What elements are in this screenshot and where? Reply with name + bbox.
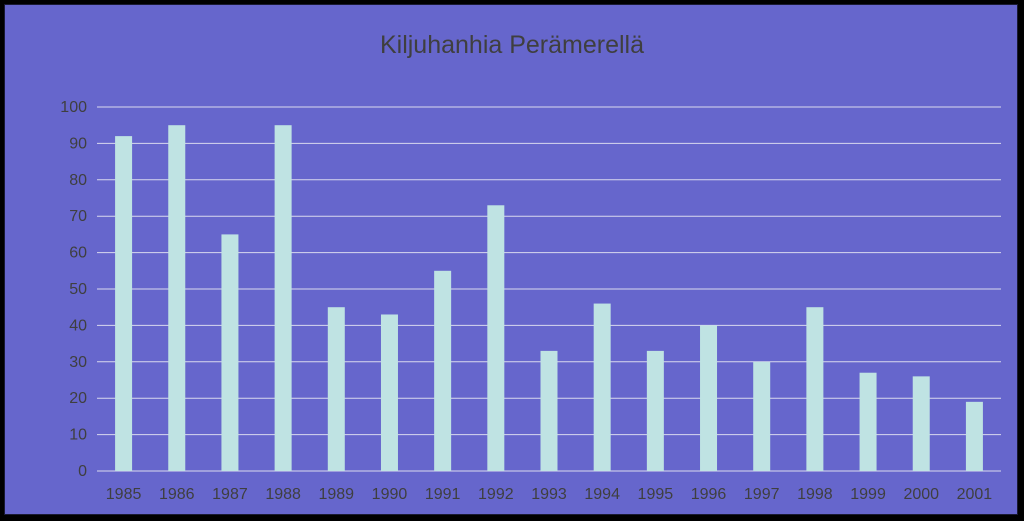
bar-1993 (540, 350, 558, 471)
x-tick-label: 1993 (531, 486, 567, 503)
y-tick-label: 50 (69, 281, 87, 298)
x-tick-label: 2000 (903, 486, 939, 503)
bar-1990 (380, 314, 398, 471)
bar-1998 (806, 307, 824, 471)
x-tick-label: 1992 (478, 486, 514, 503)
bar-1991 (434, 270, 452, 471)
bars (115, 125, 983, 471)
x-tick-label: 1986 (159, 486, 195, 503)
y-tick-label: 20 (69, 390, 87, 407)
y-tick-label: 40 (69, 317, 87, 334)
bar-1986 (168, 125, 186, 471)
grid-lines (97, 106, 1001, 472)
x-tick-label: 1985 (106, 486, 142, 503)
bar-2000 (912, 376, 930, 471)
x-tick-label: 1996 (691, 486, 727, 503)
y-tick-label: 30 (69, 354, 87, 371)
x-tick-label: 1998 (797, 486, 833, 503)
x-tick-label: 1995 (638, 486, 674, 503)
y-tick-label: 100 (60, 99, 87, 116)
y-tick-label: 10 (69, 427, 87, 444)
x-tick-label: 1991 (425, 486, 461, 503)
chart-title: Kiljuhanhia Perämerellä (380, 31, 644, 59)
bar-1987 (221, 234, 239, 471)
bar-2001 (965, 401, 983, 471)
chart-svg: Kiljuhanhia Perämerellä 0 10 20 30 40 50 60 70 8… (60, 31, 1001, 503)
x-tick-label: 2001 (957, 486, 993, 503)
bar-1997 (753, 361, 771, 471)
y-tick-label: 70 (69, 208, 87, 225)
bar-1992 (487, 205, 505, 471)
x-axis-ticks: 1985 1986 1987 1988 1989 1990 1991 1992 1993 1994… (106, 486, 993, 503)
chart-frame: Kiljuhanhia Perämerellä 0 10 20 30 40 50 60 70 8… (4, 4, 1018, 515)
bar-1999 (859, 372, 877, 471)
bar-1996 (700, 325, 718, 471)
bar-1995 (646, 350, 664, 471)
x-tick-label: 1997 (744, 486, 780, 503)
y-axis-ticks: 0 10 20 30 40 50 60 70 80 90 100 (60, 99, 87, 480)
y-tick-label: 80 (69, 172, 87, 189)
y-tick-label: 90 (69, 135, 87, 152)
y-tick-label: 60 (69, 245, 87, 262)
x-tick-label: 1990 (372, 486, 408, 503)
x-tick-label: 1987 (212, 486, 248, 503)
bar-1988 (274, 125, 292, 471)
x-tick-label: 1994 (584, 486, 620, 503)
y-tick-label: 0 (78, 463, 87, 480)
x-tick-label: 1999 (850, 486, 886, 503)
bar-1985 (115, 136, 133, 471)
x-tick-label: 1988 (265, 486, 301, 503)
bar-1989 (327, 307, 345, 471)
x-tick-label: 1989 (318, 486, 354, 503)
bar-1994 (593, 303, 611, 471)
